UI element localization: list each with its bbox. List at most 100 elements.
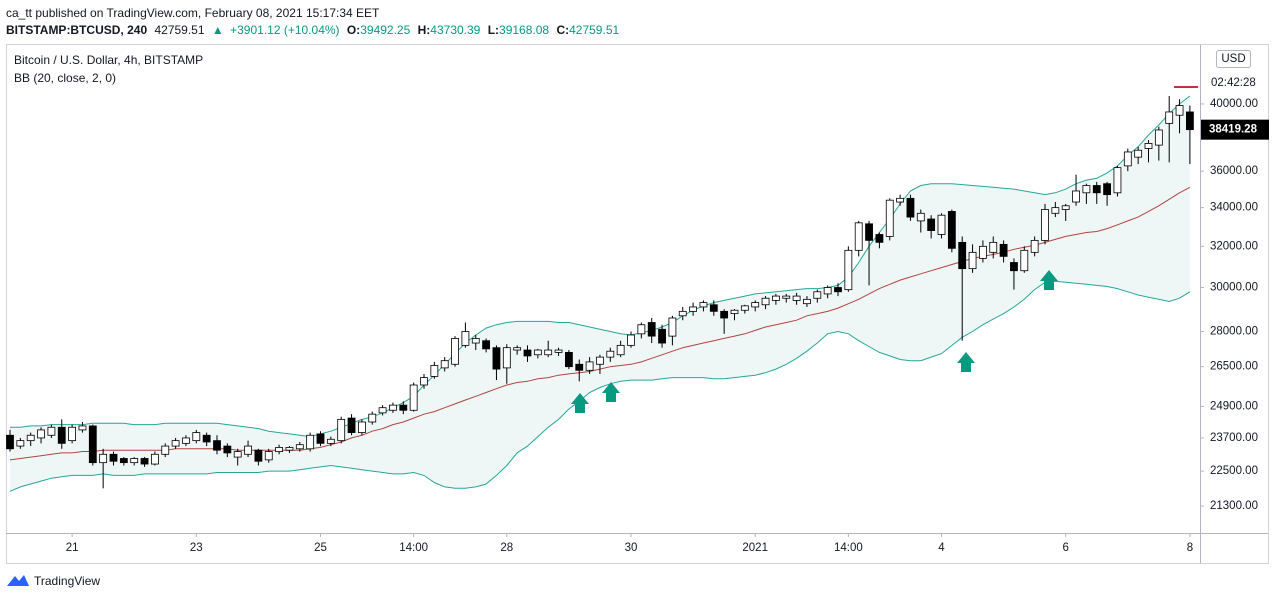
candle-body: [461, 331, 470, 346]
candle-body: [803, 298, 811, 305]
candle-body: [575, 363, 584, 371]
candle-body: [616, 344, 625, 356]
y-tick-label: 26500.00: [1210, 361, 1258, 373]
band-fill: [10, 96, 1190, 492]
price-axis: 21 23 25 14:00 28 30 2021 14:00 4 6 8 21300.00 22500…: [66, 98, 1269, 554]
high-value: 43730.39: [430, 23, 480, 37]
candle-body: [171, 440, 180, 447]
candle-body: [275, 447, 284, 452]
candle-body: [420, 377, 428, 386]
candle-body: [606, 350, 615, 358]
candle-body: [378, 407, 387, 414]
open-label: O:: [347, 23, 360, 37]
x-tick-label: 4: [938, 542, 945, 554]
candle-body: [1175, 105, 1184, 116]
candle-body: [57, 426, 66, 444]
x-tick-label: 21: [66, 542, 79, 554]
candle-body: [647, 322, 656, 337]
candle-body: [937, 214, 946, 235]
candle-body: [389, 404, 397, 411]
y-tick-label: 22500.00: [1210, 465, 1258, 477]
candle-body: [399, 404, 408, 411]
candle-body: [968, 251, 977, 270]
x-tick-label: 25: [314, 542, 327, 554]
candle-body: [596, 356, 604, 365]
candle-body: [492, 347, 501, 370]
candle-body: [316, 433, 325, 444]
y-tick-label: 24900.00: [1210, 400, 1258, 412]
symbol-line: BITSTAMP:BTCUSD, 240 42759.51 ▲ +3901.12…: [6, 23, 619, 37]
candle-body: [658, 328, 666, 344]
candle-body: [202, 434, 211, 443]
candle-body: [357, 421, 366, 433]
candle-body: [182, 437, 190, 444]
candle-body: [1154, 129, 1163, 146]
candle-body: [409, 384, 418, 411]
band-lower: [9, 280, 1191, 492]
last-price-label: 38419.28: [1209, 124, 1258, 136]
candle-body: [130, 458, 139, 464]
symbol: BITSTAMP:BTCUSD, 240: [6, 23, 147, 37]
candle-body: [47, 426, 56, 436]
candle-body: [834, 287, 842, 293]
candle-body: [99, 453, 108, 464]
candle-body: [989, 241, 998, 253]
candle-body: [430, 365, 439, 377]
annotation-arrows: [571, 270, 1058, 413]
candle-body: [844, 249, 853, 291]
currency: USD: [1221, 53, 1245, 65]
candle-body: [192, 432, 201, 442]
candle-body: [1103, 183, 1111, 196]
candle-body: [223, 445, 232, 454]
candle-body: [26, 434, 35, 442]
candle-body: [533, 349, 542, 356]
candle-body: [585, 361, 594, 371]
candle-body: [68, 426, 76, 442]
y-tick-label: 23700.00: [1210, 432, 1258, 444]
candle-body: [440, 360, 449, 369]
countdown: 02:42:28: [1211, 77, 1256, 89]
candle-body: [730, 309, 739, 314]
y-tick-label: 40000.00: [1210, 98, 1258, 110]
candle-body: [88, 425, 97, 464]
candle-body: [782, 295, 791, 299]
candle-body: [1123, 151, 1132, 167]
y-tick-label: 30000.00: [1210, 282, 1258, 294]
brand: TradingView: [34, 574, 100, 588]
candle-body: [482, 340, 491, 350]
candle-body: [792, 295, 801, 301]
candle-body: [565, 351, 573, 368]
candle-body: [761, 297, 770, 306]
candle-body: [368, 413, 377, 423]
candle-body: [78, 425, 87, 431]
candle-body: [637, 324, 646, 335]
up-arrow: [571, 393, 589, 413]
candle-body: [1134, 149, 1143, 158]
candle-body: [823, 287, 832, 295]
chart-title: Bitcoin / U.S. Dollar, 4h, BITSTAMP: [14, 53, 203, 67]
x-tick-label: 30: [625, 542, 638, 554]
x-tick-label: 2021: [742, 542, 768, 554]
candle-body: [295, 444, 304, 450]
candle-body: [720, 310, 729, 319]
candle-body: [906, 197, 915, 218]
candle-body: [947, 211, 956, 249]
y-tick-label: 36000.00: [1210, 165, 1258, 177]
indicator-label: BB (20, close, 2, 0): [14, 71, 116, 85]
candle-body: [544, 349, 553, 356]
candle-body: [772, 295, 780, 301]
candle-body: [958, 241, 967, 270]
candle-body: [813, 291, 822, 299]
candle-body: [347, 417, 356, 433]
candle-body: [1144, 143, 1153, 149]
candle-body: [471, 338, 480, 344]
candle-body: [678, 310, 687, 317]
price: 42759.51: [154, 23, 204, 37]
candle-body: [896, 197, 904, 203]
candle-body: [751, 302, 760, 308]
close-label: C:: [556, 23, 569, 37]
candle-body: [16, 440, 25, 447]
change: +3901.12 (+10.04%): [230, 23, 339, 37]
y-tick-label: 32000.00: [1210, 240, 1258, 252]
